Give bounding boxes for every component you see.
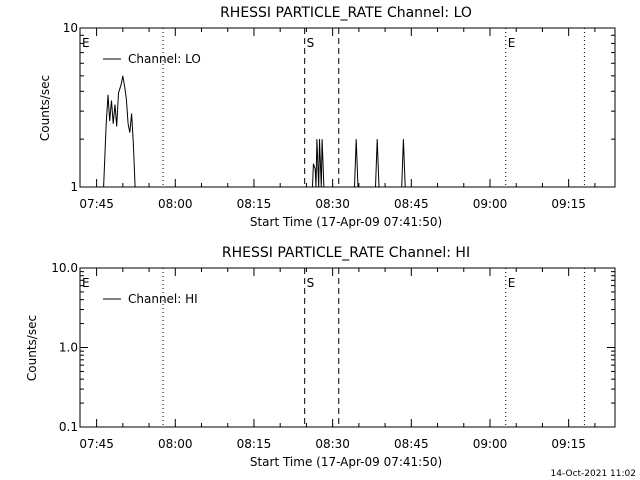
x-tick-label: 08:00 xyxy=(158,197,193,211)
chart-panel-lo: RHESSI PARTICLE_RATE Channel: LO Start T… xyxy=(38,5,616,229)
legend-entry: Channel: LO xyxy=(128,52,201,66)
y-tick-label: 0.1 xyxy=(59,420,78,434)
x-axis-label: Start Time (17-Apr-09 07:41:50) xyxy=(250,455,442,469)
y-axis-label: Counts/sec xyxy=(38,75,52,141)
x-tick-label: 08:45 xyxy=(394,197,429,211)
x-tick-label: 08:00 xyxy=(158,437,193,451)
x-tick-label: 08:15 xyxy=(237,197,272,211)
y-tick-label: 10 xyxy=(63,21,78,35)
x-tick-label: 08:15 xyxy=(237,437,272,451)
y-tick-label: 1.0 xyxy=(59,341,78,355)
event-marker-label: S xyxy=(307,36,315,50)
y-tick-label: 10.0 xyxy=(51,261,78,275)
y-tick-label: 1 xyxy=(70,180,78,194)
x-tick-label: 08:30 xyxy=(315,437,350,451)
x-tick-label: 08:30 xyxy=(315,197,350,211)
x-tick-label: 09:15 xyxy=(551,437,586,451)
legend-entry: Channel: HI xyxy=(128,292,198,306)
axes xyxy=(79,267,616,428)
footer-timestamp: 14-Oct-2021 11:02 xyxy=(551,469,636,479)
event-marker-label: S xyxy=(307,276,315,290)
event-marker-label: E xyxy=(508,276,516,290)
chart-title: RHESSI PARTICLE_RATE Channel: HI xyxy=(222,245,470,261)
x-tick-label: 08:45 xyxy=(394,437,429,451)
event-marker-label: E xyxy=(82,276,90,290)
x-tick-label: 07:45 xyxy=(79,197,114,211)
x-tick-label: 09:15 xyxy=(551,197,586,211)
event-marker-label: E xyxy=(82,36,90,50)
chart-panel-hi: RHESSI PARTICLE_RATE Channel: HI Start T… xyxy=(25,245,616,469)
legend: Channel: HI xyxy=(103,292,198,306)
x-axis-label: Start Time (17-Apr-09 07:41:50) xyxy=(250,215,442,229)
event-marker-label: E xyxy=(508,36,516,50)
chart-title: RHESSI PARTICLE_RATE Channel: LO xyxy=(220,5,472,21)
series-line xyxy=(103,75,406,188)
x-tick-label: 09:00 xyxy=(473,437,508,451)
legend: Channel: LO xyxy=(103,52,201,66)
y-axis-label: Counts/sec xyxy=(25,315,39,381)
x-tick-label: 07:45 xyxy=(79,437,114,451)
x-tick-label: 09:00 xyxy=(473,197,508,211)
